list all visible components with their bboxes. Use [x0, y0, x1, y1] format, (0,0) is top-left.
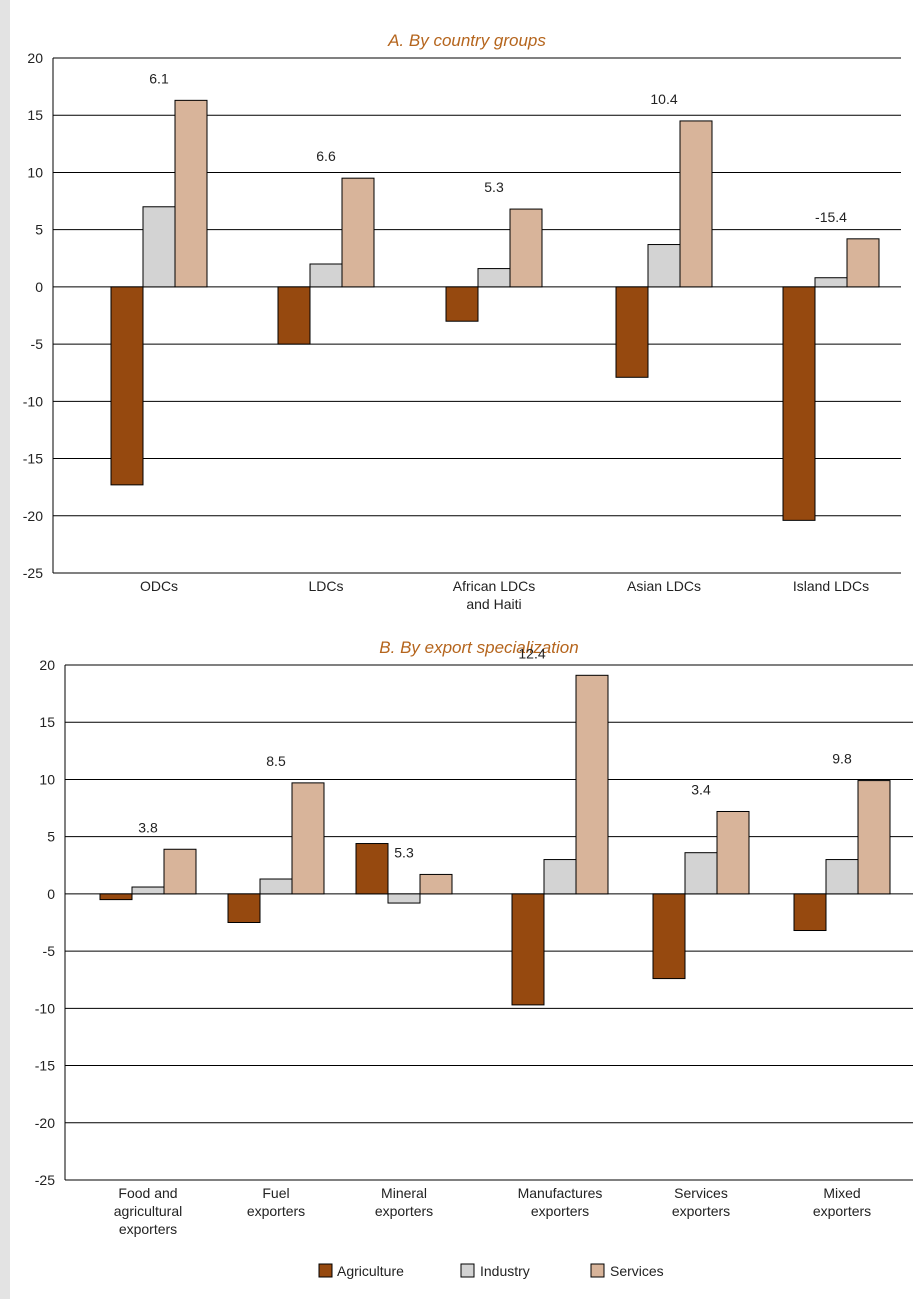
- bar-agriculture: [277, 286, 311, 345]
- y-tick-label: -10: [35, 1000, 55, 1016]
- bar-services: [509, 208, 543, 288]
- bar-industry: [684, 852, 718, 895]
- category-label: ODCs: [140, 578, 178, 594]
- bar-industry: [477, 268, 511, 288]
- chart-title: B. By export specialization: [379, 638, 578, 657]
- y-tick-label: 0: [47, 886, 55, 902]
- legend-label-services: Services: [610, 1263, 664, 1279]
- bar-agriculture: [99, 893, 133, 901]
- legend-swatch-services: [590, 1263, 605, 1278]
- y-tick-label: 5: [35, 222, 43, 238]
- y-tick-label: -5: [31, 336, 44, 352]
- bar-industry: [825, 859, 859, 895]
- y-tick-label: -15: [23, 451, 43, 467]
- y-tick-label: 20: [27, 50, 43, 66]
- category-label: Mixed exporters: [813, 1185, 871, 1219]
- y-tick-label: -5: [43, 943, 56, 959]
- bar-services: [163, 848, 197, 895]
- y-tick-label: -20: [35, 1115, 55, 1131]
- category-label: African LDCs and Haiti: [453, 578, 535, 612]
- category-label: LDCs: [308, 578, 343, 594]
- data-label: 5.3: [394, 844, 414, 860]
- y-tick-label: 15: [39, 714, 55, 730]
- y-tick-label: 10: [39, 771, 55, 787]
- legend: Agriculture Industry Services: [318, 1263, 664, 1279]
- legend-swatch-industry: [460, 1263, 475, 1278]
- bar-agriculture: [511, 893, 545, 1006]
- y-tick-label: 0: [35, 279, 43, 295]
- bar-agriculture: [652, 893, 686, 980]
- category-label: Island LDCs: [793, 578, 869, 594]
- bar-industry: [543, 859, 577, 895]
- data-label: 3.8: [138, 819, 158, 835]
- category-label: Services exporters: [672, 1185, 730, 1219]
- bar-services: [716, 810, 750, 895]
- chart-0: A. By country groups 20 15 10 5 0 -5 -10 -15 -20 -…: [23, 31, 901, 612]
- y-tick-label: 10: [27, 164, 43, 180]
- bar-industry: [647, 244, 681, 288]
- bar-agriculture: [445, 286, 479, 322]
- bar-services: [679, 120, 713, 288]
- bar-services: [291, 782, 325, 895]
- bar-services: [846, 238, 880, 288]
- data-label: 12.4: [518, 645, 545, 661]
- y-tick-label: 15: [27, 107, 43, 123]
- figure-canvas: A. By country groups 20 15 10 5 0 -5 -10 -15 -20 -…: [23, 31, 913, 1279]
- data-label: 6.1: [149, 70, 169, 86]
- y-tick-label: -20: [23, 508, 43, 524]
- bar-industry: [259, 878, 293, 895]
- bar-agriculture: [110, 286, 144, 486]
- bar-services: [419, 873, 453, 895]
- y-tick-label: 20: [39, 657, 55, 673]
- bar-industry: [131, 886, 165, 895]
- bar-agriculture: [793, 893, 827, 932]
- legend-swatch-agriculture: [318, 1263, 333, 1278]
- bar-agriculture: [227, 893, 261, 924]
- bar-industry: [309, 263, 343, 288]
- bar-industry: [387, 893, 421, 904]
- bar-industry: [142, 206, 176, 288]
- category-label: Fuel exporters: [247, 1185, 305, 1219]
- bar-agriculture: [355, 843, 389, 895]
- data-label: 9.8: [832, 751, 852, 767]
- category-label: Manufactures exporters: [518, 1185, 603, 1219]
- data-label: 3.4: [691, 781, 711, 797]
- bar-agriculture: [615, 286, 649, 378]
- chart-1: B. By export specialization 20 15 10 5 0 -5 -10…: [35, 638, 913, 1237]
- bar-services: [341, 177, 375, 288]
- bar-services: [857, 780, 891, 895]
- bar-agriculture: [782, 286, 816, 521]
- data-label: 10.4: [650, 91, 677, 107]
- chart-title: A. By country groups: [387, 31, 546, 50]
- category-label: Asian LDCs: [627, 578, 701, 594]
- y-tick-label: -10: [23, 393, 43, 409]
- category-label: Food and agricultural exporters: [114, 1185, 182, 1237]
- legend-label-agriculture: Agriculture: [337, 1263, 404, 1279]
- bar-services: [174, 99, 208, 288]
- y-tick-label: -25: [35, 1172, 55, 1188]
- category-label: Mineral exporters: [375, 1185, 433, 1219]
- y-tick-label: 5: [47, 829, 55, 845]
- data-label: 8.5: [266, 753, 286, 769]
- data-label: 6.6: [316, 148, 336, 164]
- data-label: 5.3: [484, 179, 504, 195]
- figure-panel: A. By country groups 20 15 10 5 0 -5 -10 -15 -20 -…: [10, 0, 913, 1299]
- bar-services: [575, 674, 609, 895]
- y-tick-label: -25: [23, 565, 43, 581]
- y-tick-label: -15: [35, 1058, 55, 1074]
- legend-label-industry: Industry: [480, 1263, 530, 1279]
- data-label: -15.4: [815, 209, 847, 225]
- bar-industry: [814, 277, 848, 288]
